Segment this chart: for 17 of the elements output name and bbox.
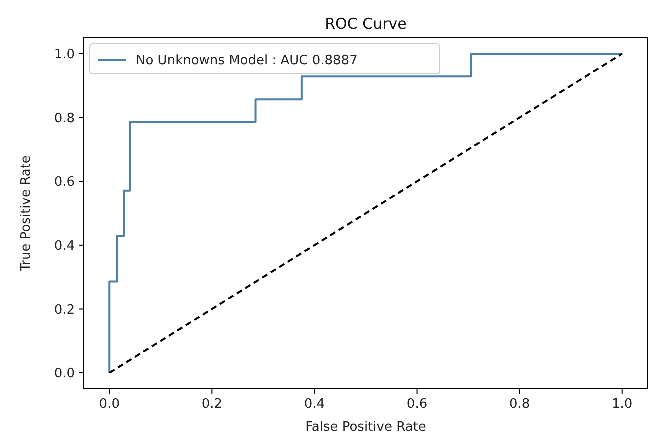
x-tick-label: 0.2: [202, 397, 223, 412]
x-tick-label: 0.0: [99, 397, 120, 412]
y-tick-label: 0.4: [54, 238, 75, 254]
line-series: [108, 52, 624, 374]
x-tick-label: 0.8: [509, 397, 530, 412]
legend-label: No Unknowns Model : AUC 0.8887: [136, 54, 358, 69]
y-tick-label: 1.0: [54, 48, 75, 63]
chart-title: ROC Curve: [325, 15, 407, 33]
y-tick-label: 0.6: [54, 175, 75, 190]
x-tick-label: 0.4: [304, 397, 326, 412]
y-tick-label: 0.8: [54, 111, 75, 126]
x-tick-label: 0.6: [406, 397, 428, 412]
x-tick-label: 1.0: [612, 397, 633, 412]
x-axis-title: False Positive Rate: [306, 420, 426, 435]
y-tick-label: 0.0: [54, 366, 75, 382]
y-axis-title: True Positive Rate: [19, 156, 34, 272]
y-tick-label: 0.2: [54, 302, 75, 318]
